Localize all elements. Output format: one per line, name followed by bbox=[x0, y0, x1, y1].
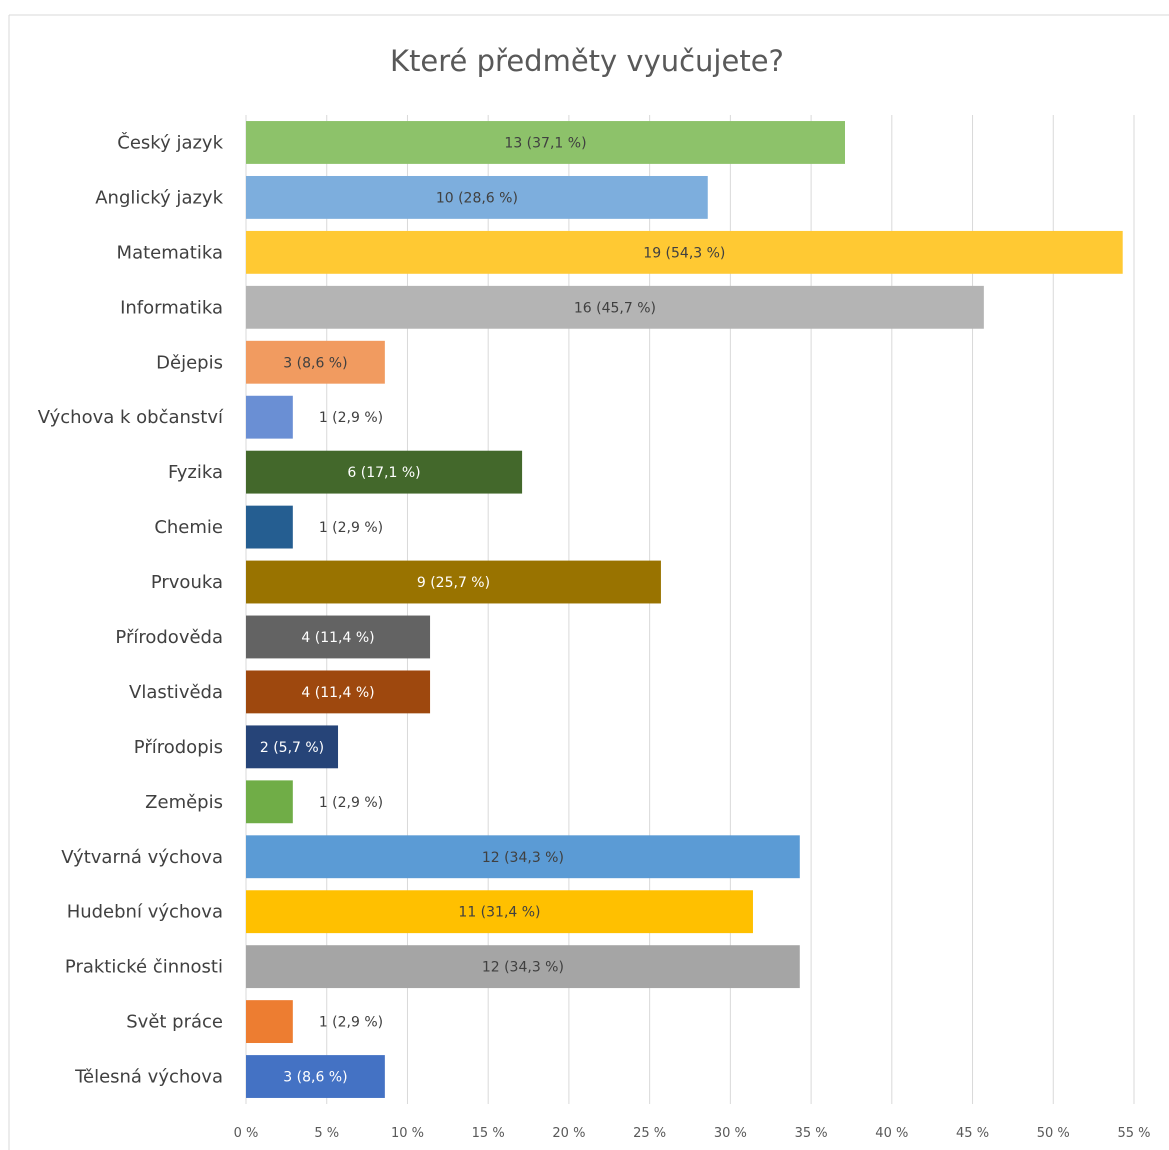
category-label: Fyzika bbox=[168, 462, 223, 483]
x-axis-tick-labels: 0 % 5 % 10 % 15 % 20 % 25 % 30 % 35 % 40 % 45 % 50… bbox=[234, 1126, 1151, 1141]
x-tick-label: 35 % bbox=[795, 1126, 828, 1141]
bars bbox=[246, 121, 1123, 1098]
category-label: Hudební výchova bbox=[67, 902, 223, 923]
category-labels: Český jazyk Anglický jazyk Matematika Infor… bbox=[38, 131, 224, 1087]
x-tick-label: 55 % bbox=[1117, 1126, 1150, 1141]
bar bbox=[246, 505, 293, 549]
data-label: 19 (54,3 %) bbox=[643, 245, 725, 261]
bar bbox=[246, 450, 523, 494]
category-label: Český jazyk bbox=[117, 131, 223, 153]
category-label: Přírodopis bbox=[134, 737, 223, 758]
bar bbox=[246, 1000, 293, 1044]
category-label: Matematika bbox=[117, 242, 223, 263]
data-label: 1 (2,9 %) bbox=[319, 410, 383, 426]
category-label: Prvouka bbox=[151, 572, 223, 593]
category-label: Zeměpis bbox=[145, 792, 223, 813]
category-label: Vlastivěda bbox=[129, 682, 223, 703]
x-tick-label: 5 % bbox=[314, 1126, 339, 1141]
category-label: Přírodověda bbox=[115, 627, 223, 648]
data-label: 11 (31,4 %) bbox=[458, 905, 540, 921]
bar bbox=[246, 395, 293, 439]
category-label: Praktické činnosti bbox=[65, 957, 223, 978]
data-label: 6 (17,1 %) bbox=[347, 465, 420, 481]
x-tick-label: 40 % bbox=[875, 1126, 908, 1141]
bar bbox=[246, 780, 293, 824]
x-tick-label: 0 % bbox=[234, 1126, 259, 1141]
bar bbox=[246, 615, 431, 659]
data-label: 3 (8,6 %) bbox=[283, 1070, 347, 1086]
bar bbox=[246, 725, 339, 769]
bar bbox=[246, 890, 753, 934]
data-label: 3 (8,6 %) bbox=[283, 355, 347, 371]
x-tick-label: 15 % bbox=[472, 1126, 505, 1141]
bar bbox=[246, 560, 661, 604]
bar bbox=[246, 285, 984, 329]
chart-title: Které předměty vyučujete? bbox=[390, 44, 784, 78]
bar bbox=[246, 121, 845, 164]
x-tick-label: 20 % bbox=[552, 1126, 585, 1141]
data-label: 10 (28,6 %) bbox=[436, 190, 518, 206]
bar bbox=[246, 1055, 385, 1098]
data-label: 4 (11,4 %) bbox=[301, 630, 374, 646]
category-label: Tělesná výchova bbox=[74, 1067, 223, 1088]
x-tick-label: 25 % bbox=[633, 1126, 666, 1141]
category-label: Chemie bbox=[154, 517, 223, 538]
data-label: 13 (37,1 %) bbox=[504, 135, 586, 151]
category-label: Svět práce bbox=[126, 1012, 223, 1033]
category-label: Výtvarná výchova bbox=[61, 847, 223, 868]
bar bbox=[246, 230, 1123, 274]
gridlines bbox=[245, 115, 1135, 1104]
bar bbox=[246, 175, 708, 219]
category-label: Dějepis bbox=[156, 352, 223, 373]
data-label: 1 (2,9 %) bbox=[319, 520, 383, 536]
x-tick-label: 45 % bbox=[956, 1126, 989, 1141]
data-label: 12 (34,3 %) bbox=[482, 850, 564, 866]
category-label: Výchova k občanství bbox=[38, 407, 224, 428]
x-tick-label: 50 % bbox=[1037, 1126, 1070, 1141]
data-label: 1 (2,9 %) bbox=[319, 1015, 383, 1031]
category-label: Informatika bbox=[120, 297, 223, 318]
bar bbox=[246, 340, 385, 384]
category-label: Anglický jazyk bbox=[95, 187, 223, 208]
data-label: 9 (25,7 %) bbox=[417, 575, 490, 591]
bar bbox=[246, 835, 800, 879]
bar bbox=[246, 670, 431, 714]
data-labels: 13 (37,1 %) 10 (28,6 %) 19 (54,3 %) 16 (45,… bbox=[260, 135, 726, 1085]
data-label: 16 (45,7 %) bbox=[574, 300, 656, 316]
x-tick-label: 30 % bbox=[714, 1126, 747, 1141]
bar bbox=[246, 945, 800, 989]
x-tick-label: 10 % bbox=[391, 1126, 424, 1141]
data-label: 1 (2,9 %) bbox=[319, 795, 383, 811]
data-label: 2 (5,7 %) bbox=[260, 740, 324, 756]
data-label: 4 (11,4 %) bbox=[301, 685, 374, 701]
data-label: 12 (34,3 %) bbox=[482, 960, 564, 976]
